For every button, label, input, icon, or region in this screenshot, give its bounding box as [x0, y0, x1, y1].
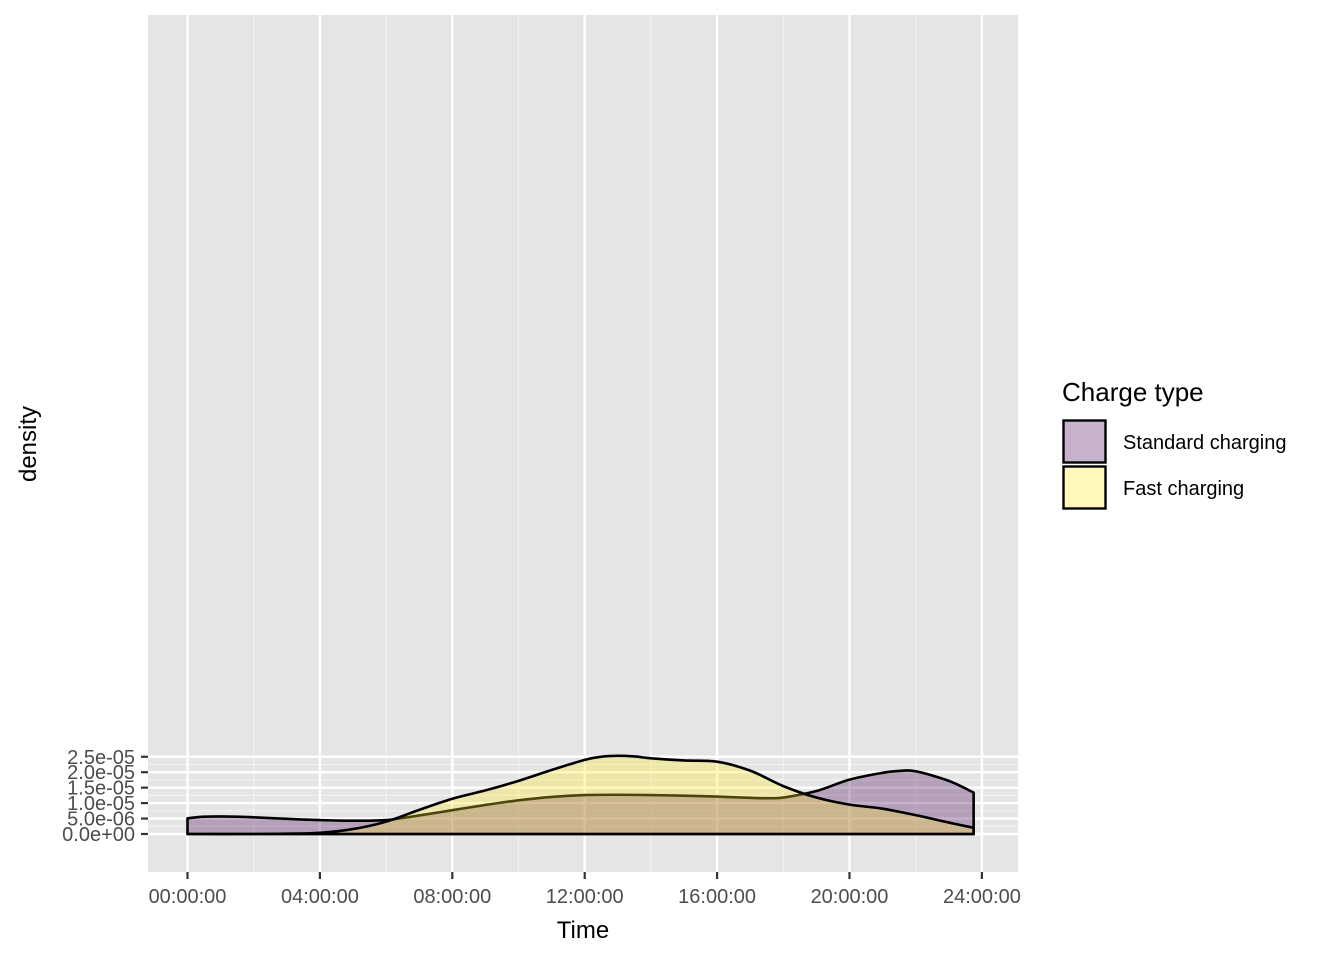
x-tick-label: 08:00:00	[413, 886, 491, 908]
y-tick-label: 2.0e-05	[67, 762, 135, 784]
legend-swatch	[1062, 419, 1107, 464]
x-axis: 00:00:00 04:00:00 08:00:00 12:00:00 16:00:00…	[149, 872, 1021, 908]
legend-item: Fast charging	[1062, 465, 1244, 510]
legend-item: Standard charging	[1062, 419, 1286, 464]
x-axis-title: Time	[557, 917, 609, 944]
x-tick-label: 20:00:00	[811, 886, 889, 908]
legend-items: Standard charging Fast charging	[1062, 419, 1286, 510]
legend-label: Fast charging	[1123, 478, 1244, 500]
y-tick-label: 0.0e+00	[62, 824, 135, 846]
plot-background	[148, 15, 1018, 872]
density-area-standard-charging	[186, 769, 975, 836]
y-axis-title: density	[15, 406, 42, 482]
y-tick-label: 1.5e-05	[67, 778, 135, 800]
x-tick-label: 12:00:00	[546, 886, 624, 908]
x-tick-label: 00:00:00	[149, 886, 227, 908]
y-axis: 0.0e+005.0e-061.0e-051.5e-052.0e-052.5e-…	[62, 747, 148, 846]
x-tick-label: 16:00:00	[678, 886, 756, 908]
density-area-fast-charging	[186, 754, 975, 836]
y-tick-label: 1.0e-05	[67, 793, 135, 815]
y-tick-label: 2.5e-05	[67, 747, 135, 769]
x-tick-label: 04:00:00	[281, 886, 359, 908]
legend-key-background	[1063, 466, 1106, 509]
legend: Charge type Standard charging Fast chargi…	[1062, 377, 1286, 510]
legend-label: Standard charging	[1123, 432, 1286, 454]
legend-title: Charge type	[1062, 377, 1204, 407]
x-tick-label: 24:00:00	[943, 886, 1021, 908]
legend-swatch	[1062, 465, 1107, 510]
major-gridlines	[148, 15, 1018, 872]
density-areas	[186, 754, 975, 836]
y-tick-label: 5.0e-06	[67, 809, 135, 831]
legend-key-background	[1063, 420, 1106, 463]
